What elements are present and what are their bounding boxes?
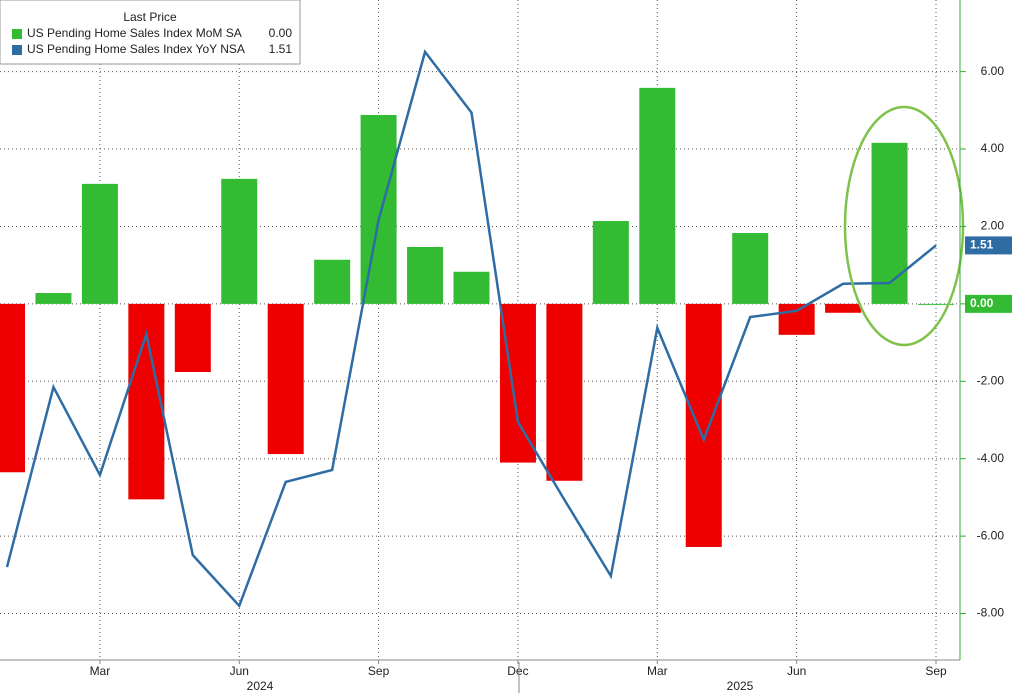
bar [871, 142, 908, 304]
bar [221, 178, 258, 304]
y-tick-label: -8.00 [977, 606, 1005, 620]
legend-swatch [12, 29, 22, 39]
last-value-tag [965, 294, 1012, 313]
legend-value: 1.51 [269, 42, 293, 56]
x-tick-label: Jun [230, 664, 249, 678]
x-tick-label: Sep [925, 664, 947, 678]
last-value-label: 1.51 [970, 238, 994, 252]
bar [35, 293, 72, 304]
bar [81, 183, 118, 304]
x-tick-label: Mar [90, 664, 111, 678]
legend-value: 0.00 [269, 26, 293, 40]
x-tick-label: Dec [507, 664, 528, 678]
bar [546, 303, 583, 481]
year-label: 2024 [247, 679, 274, 693]
legend-box [0, 0, 301, 65]
bar [267, 303, 304, 455]
bar [918, 303, 954, 305]
legend-label: US Pending Home Sales Index YoY NSA [27, 42, 245, 56]
y-tick-label: 2.00 [981, 219, 1005, 233]
bar [778, 303, 815, 335]
bar [407, 246, 444, 304]
legend-label: US Pending Home Sales Index MoM SA [27, 26, 242, 40]
line [5, 49, 937, 609]
y-tick-label: -4.00 [977, 451, 1005, 465]
y-tick-label: -2.00 [977, 373, 1005, 387]
last-value-label: 0.00 [970, 296, 994, 310]
legend-swatch [12, 45, 22, 55]
y-tick-label: 4.00 [981, 141, 1005, 155]
bar [685, 303, 722, 547]
bar [453, 271, 490, 304]
bar [0, 303, 25, 473]
bar [825, 303, 862, 313]
x-tick-label: Mar [647, 664, 668, 678]
marks [0, 49, 954, 609]
bar [732, 233, 769, 304]
legend-title: Last Price [123, 10, 177, 24]
y-tick-label: -6.00 [977, 528, 1005, 542]
x-tick-label: Jun [787, 664, 806, 678]
bar [592, 221, 629, 304]
year-label: 2025 [727, 679, 754, 693]
bar [360, 114, 397, 304]
last-value-tag [965, 236, 1012, 255]
bar [314, 259, 351, 304]
x-tick-label: Sep [368, 664, 390, 678]
bar [639, 87, 676, 304]
y-tick-label: 6.00 [981, 64, 1005, 78]
bar [499, 303, 536, 463]
bar [174, 303, 211, 372]
